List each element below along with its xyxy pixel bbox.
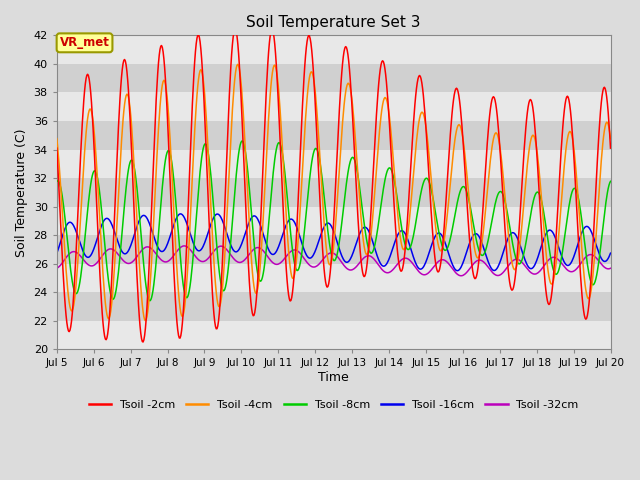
Tsoil -8cm: [206, 165, 214, 170]
Tsoil -2cm: [53, 145, 61, 151]
Bar: [57, 149, 611, 178]
Bar: [57, 36, 611, 64]
Tsoil -8cm: [419, 182, 426, 188]
Tsoil -32cm: [607, 265, 614, 271]
Tsoil -32cm: [63, 254, 70, 260]
Tsoil -16cm: [176, 211, 184, 217]
Bar: [57, 321, 611, 349]
Tsoil -2cm: [140, 339, 147, 345]
Tsoil -32cm: [176, 245, 184, 251]
Tsoil -2cm: [403, 231, 410, 237]
Tsoil -8cm: [403, 245, 410, 251]
Tsoil -8cm: [63, 233, 70, 239]
Line: Tsoil -16cm: Tsoil -16cm: [57, 214, 611, 271]
Legend: Tsoil -2cm, Tsoil -4cm, Tsoil -8cm, Tsoil -16cm, Tsoil -32cm: Tsoil -2cm, Tsoil -4cm, Tsoil -8cm, Tsoi…: [84, 396, 583, 415]
Tsoil -8cm: [120, 209, 127, 215]
Line: Tsoil -4cm: Tsoil -4cm: [57, 64, 611, 321]
Tsoil -32cm: [53, 265, 61, 271]
Tsoil -8cm: [239, 138, 246, 144]
Tsoil -2cm: [232, 26, 239, 32]
Tsoil -4cm: [177, 310, 185, 315]
Tsoil -16cm: [402, 232, 410, 238]
Bar: [57, 292, 611, 321]
Tsoil -32cm: [418, 271, 426, 277]
Tsoil -2cm: [63, 320, 70, 325]
Tsoil -16cm: [53, 250, 61, 256]
Bar: [57, 121, 611, 149]
Bar: [57, 235, 611, 264]
Tsoil -4cm: [206, 187, 214, 193]
Tsoil -2cm: [177, 333, 185, 338]
Tsoil -4cm: [141, 318, 149, 324]
Tsoil -16cm: [418, 266, 426, 272]
Text: VR_met: VR_met: [60, 36, 109, 49]
Y-axis label: Soil Temperature (C): Soil Temperature (C): [15, 128, 28, 257]
Tsoil -8cm: [607, 179, 614, 184]
Tsoil -2cm: [120, 58, 127, 63]
Tsoil -16cm: [206, 224, 214, 229]
Tsoil -8cm: [177, 260, 185, 266]
Bar: [57, 93, 611, 121]
Bar: [57, 264, 611, 292]
Tsoil -32cm: [180, 243, 188, 249]
Tsoil -32cm: [120, 258, 127, 264]
Title: Soil Temperature Set 3: Soil Temperature Set 3: [246, 15, 421, 30]
Tsoil -16cm: [63, 222, 70, 228]
Tsoil -32cm: [206, 253, 214, 259]
Tsoil -8cm: [146, 298, 154, 304]
Tsoil -4cm: [120, 108, 127, 114]
Tsoil -2cm: [419, 85, 426, 91]
Tsoil -4cm: [63, 277, 70, 283]
Bar: [57, 206, 611, 235]
Tsoil -2cm: [607, 145, 614, 151]
Tsoil -16cm: [453, 268, 461, 274]
Tsoil -4cm: [53, 136, 61, 142]
Tsoil -16cm: [607, 250, 614, 256]
Tsoil -8cm: [53, 179, 61, 184]
Tsoil -4cm: [419, 109, 426, 115]
Tsoil -32cm: [457, 273, 465, 278]
Tsoil -4cm: [234, 61, 242, 67]
Bar: [57, 178, 611, 206]
Tsoil -4cm: [403, 240, 410, 245]
Line: Tsoil -8cm: Tsoil -8cm: [57, 141, 611, 301]
X-axis label: Time: Time: [318, 371, 349, 384]
Bar: [57, 64, 611, 93]
Tsoil -16cm: [177, 211, 185, 217]
Tsoil -4cm: [607, 136, 614, 142]
Tsoil -32cm: [402, 255, 410, 261]
Tsoil -2cm: [206, 244, 214, 250]
Tsoil -16cm: [120, 251, 127, 256]
Line: Tsoil -2cm: Tsoil -2cm: [57, 29, 611, 342]
Line: Tsoil -32cm: Tsoil -32cm: [57, 246, 611, 276]
